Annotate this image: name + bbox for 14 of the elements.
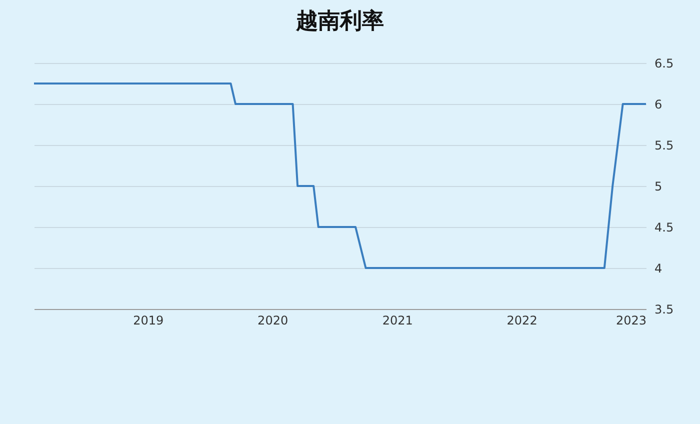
- y-tick-label: 5: [654, 180, 662, 194]
- x-tick-label: 2020: [258, 314, 288, 328]
- y-tick-label: 6.5: [654, 56, 674, 70]
- x-tick-label: 2023: [616, 314, 646, 328]
- y-tick-label: 4.5: [654, 220, 674, 234]
- y-tick-label: 4: [654, 262, 662, 276]
- x-tick-label: 2021: [382, 314, 413, 328]
- y-tick-label: 3.5: [654, 302, 674, 316]
- x-tick-label: 2019: [133, 314, 164, 328]
- y-tick-label: 5.5: [654, 138, 674, 152]
- line-series: [33, 82, 647, 269]
- x-tick-label: 2022: [506, 314, 538, 328]
- y-tick-label: 6: [654, 98, 662, 112]
- chart-title: 越南利率: [295, 8, 384, 34]
